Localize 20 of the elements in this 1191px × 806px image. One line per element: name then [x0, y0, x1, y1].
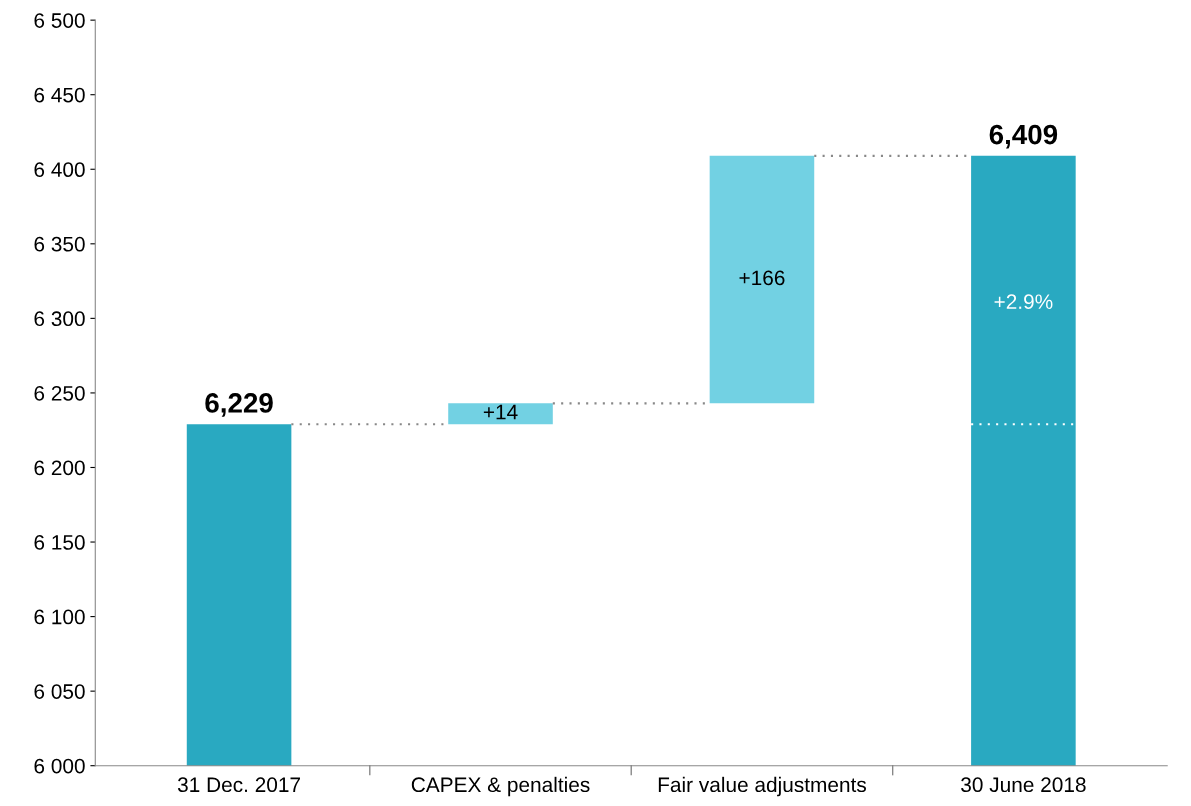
- y-tick-label: 6 400: [34, 162, 85, 178]
- x-tick-label: 31 Dec. 2017: [177, 777, 300, 793]
- data-label: 6,409: [989, 124, 1058, 149]
- y-tick-label: 6 350: [34, 236, 85, 252]
- y-tick-label: 6 450: [34, 87, 85, 103]
- y-tick-label: 6 000: [34, 758, 85, 774]
- y-tick-label: 6 500: [34, 13, 85, 28]
- x-tick-label: 30 June 2018: [961, 777, 1086, 793]
- data-label: 6,229: [205, 393, 273, 417]
- y-tick-label: 6 100: [34, 609, 85, 625]
- y-tick-label: 6 250: [34, 385, 85, 401]
- annotation: +2.9%: [994, 294, 1053, 310]
- y-tick-label: 6 050: [34, 684, 85, 699]
- data-label: +166: [739, 270, 785, 286]
- y-tick-label: 6 300: [34, 311, 85, 327]
- y-tick-label: 6 150: [34, 535, 85, 550]
- data-label: +14: [483, 404, 518, 420]
- x-tick-label: Fair value adjustments: [658, 776, 866, 797]
- x-tick-label: CAPEX & penalties: [411, 776, 590, 797]
- y-tick-label: 6 200: [34, 460, 85, 476]
